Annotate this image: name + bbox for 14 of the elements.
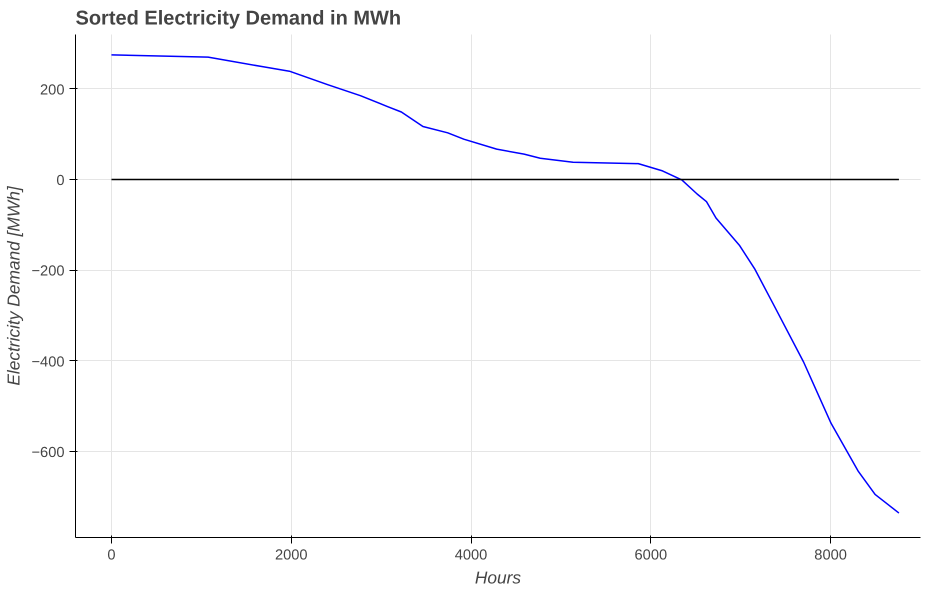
chart-title: Sorted Electricity Demand in MWh: [76, 8, 402, 30]
x-tick-label: 2000: [274, 548, 308, 564]
x-tick-label: 8000: [814, 548, 847, 564]
x-axis-title: Hours: [474, 568, 522, 588]
y-tick-label: −600: [31, 444, 65, 461]
y-tick-label: 200: [40, 82, 65, 98]
x-tick-label: 4000: [454, 548, 488, 564]
y-tick-label: −200: [31, 264, 65, 280]
y-tick-label: 0: [56, 173, 65, 190]
x-tick-label: 6000: [634, 548, 668, 564]
x-tick-label: 0: [107, 548, 116, 564]
y-axis-title: Electricity Demand [MWh]: [3, 185, 24, 386]
line-series: [110, 54, 900, 514]
y-tick-label: −400: [31, 354, 65, 370]
